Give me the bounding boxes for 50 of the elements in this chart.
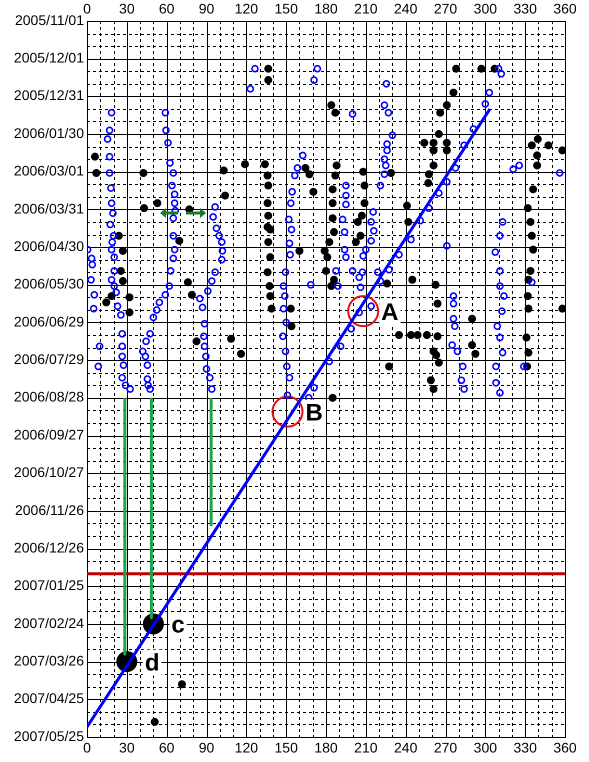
- x2-tick-label: 240: [394, 739, 418, 756]
- y-tick-label: 2006/12/26: [14, 539, 84, 556]
- y-tick-label: 2007/03/26: [14, 652, 84, 668]
- y-tick-label: 2006/03/01: [14, 162, 84, 179]
- y-tick-label: 2007/04/25: [14, 690, 84, 706]
- y-tick-label: 2006/10/27: [14, 464, 84, 480]
- annotation: c: [171, 612, 185, 639]
- x-tick-label: 0: [83, 0, 92, 16]
- x2-tick-label: 120: [234, 739, 258, 756]
- x2-tick-label: 90: [198, 739, 214, 756]
- y-tick-label: 2005/12/01: [14, 50, 84, 66]
- y-tick-label: 2007/05/25: [14, 728, 84, 744]
- x-tick-label: 180: [314, 0, 338, 16]
- x2-tick-label: 330: [513, 739, 538, 756]
- y-tick-label: 2006/07/29: [14, 351, 84, 368]
- x-tick-label: 60: [158, 0, 175, 16]
- annotation: A: [381, 298, 399, 326]
- y-tick-label: 2006/09/27: [14, 426, 84, 442]
- x-tick-label: 150: [274, 0, 298, 16]
- y-tick-label: 2005/12/31: [14, 87, 84, 104]
- x2-tick-label: 270: [434, 739, 458, 756]
- x2-tick-label: 0: [83, 739, 92, 756]
- x-tick-label: 30: [119, 0, 135, 16]
- y-tick-label: 2006/06/29: [14, 313, 84, 330]
- y-tick-label: 2006/08/28: [14, 388, 84, 405]
- y-tick-label: 2005/11/01: [14, 12, 84, 28]
- x2-tick-label: 60: [158, 739, 175, 756]
- y-tick-label: 2006/11/26: [14, 502, 84, 518]
- x2-tick-label: 30: [119, 739, 135, 756]
- x2-tick-label: 210: [354, 739, 378, 756]
- x-tick-label: 360: [553, 0, 577, 16]
- x-tick-label: 330: [513, 0, 538, 16]
- x2-tick-label: 180: [314, 739, 338, 756]
- x-tick-label: 210: [354, 0, 378, 16]
- x2-tick-label: 300: [474, 739, 498, 756]
- x-tick-label: 270: [434, 0, 458, 16]
- x-tick-label: 90: [198, 0, 214, 16]
- y-tick-label: 2007/01/25: [14, 577, 84, 594]
- y-tick-label: 2006/01/30: [14, 124, 84, 141]
- x-tick-label: 300: [474, 0, 498, 16]
- y-tick-label: 2007/02/24: [14, 614, 84, 631]
- x2-tick-label: 150: [274, 739, 298, 756]
- x2-tick-label: 360: [553, 739, 577, 756]
- y-tick-label: 2006/03/31: [14, 200, 84, 216]
- y-tick-label: 2006/05/30: [14, 276, 84, 292]
- annotation: d: [144, 649, 160, 676]
- y-tick-label: 2006/04/30: [14, 238, 84, 254]
- annotation: B: [305, 399, 323, 426]
- x-tick-label: 120: [234, 0, 258, 16]
- x-tick-label: 240: [394, 0, 418, 16]
